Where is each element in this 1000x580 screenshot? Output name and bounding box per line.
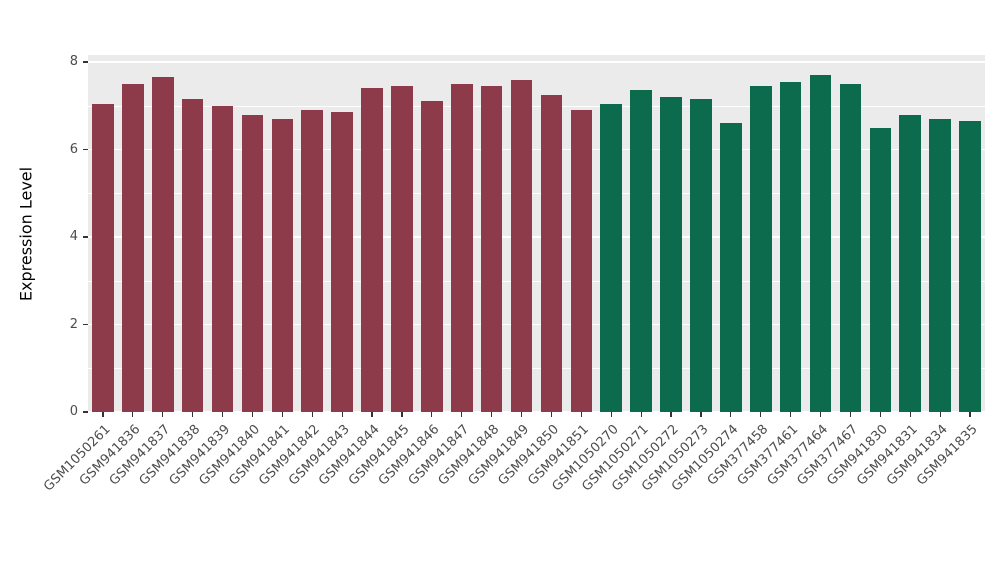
gridline-major bbox=[88, 323, 985, 326]
bar-GSM1050270 bbox=[600, 103, 622, 412]
y-tick-label: 6 bbox=[69, 141, 78, 157]
y-tick-label: 4 bbox=[69, 229, 78, 244]
bar-GSM1050261 bbox=[92, 103, 114, 412]
y-tick-label: 0 bbox=[69, 404, 78, 419]
bar-GSM941844 bbox=[361, 88, 383, 412]
gridline-minor bbox=[88, 193, 985, 194]
gridline-major bbox=[88, 236, 985, 238]
x-tick-mark bbox=[640, 412, 642, 417]
y-tick-label: 2 bbox=[69, 316, 78, 332]
y-tick-mark bbox=[83, 61, 88, 63]
x-tick-mark bbox=[760, 412, 762, 417]
x-tick-mark bbox=[491, 412, 493, 417]
gridline-minor bbox=[88, 280, 985, 282]
y-tick-mark bbox=[83, 411, 88, 413]
bar-GSM941851 bbox=[570, 110, 593, 412]
x-tick-mark bbox=[132, 412, 134, 417]
y-tick-mark bbox=[83, 236, 88, 238]
x-tick-mark bbox=[730, 412, 732, 417]
bar-GSM941834 bbox=[929, 118, 951, 412]
y-tick-mark bbox=[83, 148, 88, 151]
bar-GSM941831 bbox=[899, 114, 921, 412]
bar-GSM941835 bbox=[959, 121, 981, 412]
x-tick-mark bbox=[520, 412, 523, 417]
x-tick-mark bbox=[700, 412, 702, 417]
y-tick-mark bbox=[83, 323, 88, 326]
bar-GSM941849 bbox=[510, 79, 533, 412]
bar-GSM941830 bbox=[869, 127, 892, 412]
gridline-major bbox=[88, 148, 985, 151]
bar-GSM941847 bbox=[450, 83, 473, 412]
bar-GSM941846 bbox=[421, 101, 443, 412]
bar-GSM1050272 bbox=[660, 97, 682, 412]
x-tick-mark bbox=[431, 412, 433, 417]
gridline-major bbox=[88, 411, 985, 412]
x-tick-mark bbox=[221, 412, 224, 417]
x-tick-mark bbox=[371, 412, 373, 417]
x-tick-mark bbox=[251, 412, 254, 417]
bar-GSM377467 bbox=[839, 83, 862, 412]
x-tick-mark bbox=[790, 412, 792, 417]
bar-GSM377464 bbox=[809, 75, 832, 412]
x-tick-mark bbox=[969, 412, 971, 417]
bar-GSM377458 bbox=[749, 86, 772, 412]
gridline-minor bbox=[88, 368, 985, 369]
gridline-major bbox=[88, 61, 985, 63]
x-tick-mark bbox=[939, 412, 941, 417]
bar-GSM941837 bbox=[151, 77, 174, 412]
x-tick-mark bbox=[849, 412, 852, 417]
y-tick-label: 8 bbox=[69, 54, 78, 69]
x-tick-mark bbox=[879, 412, 881, 417]
x-tick-mark bbox=[192, 412, 194, 417]
bar-GSM941836 bbox=[122, 83, 144, 412]
bar-GSM941843 bbox=[331, 112, 353, 412]
bar-GSM941848 bbox=[480, 86, 503, 412]
x-tick-mark bbox=[610, 412, 612, 417]
bar-GSM941838 bbox=[181, 99, 204, 412]
x-tick-mark bbox=[311, 412, 313, 417]
x-tick-mark bbox=[102, 412, 104, 417]
bar-GSM941839 bbox=[211, 105, 234, 412]
x-tick-mark bbox=[819, 412, 822, 417]
x-tick-mark bbox=[281, 412, 283, 417]
x-tick-mark bbox=[461, 412, 463, 417]
x-tick-mark bbox=[670, 412, 672, 417]
x-tick-mark bbox=[580, 412, 582, 417]
bar-GSM1050271 bbox=[630, 90, 652, 412]
bar-GSM941842 bbox=[301, 110, 323, 412]
plot-panel bbox=[88, 55, 985, 412]
bar-GSM941840 bbox=[241, 114, 264, 412]
bar-GSM941845 bbox=[391, 86, 413, 412]
bar-GSM941850 bbox=[540, 94, 563, 412]
gridline-minor bbox=[88, 105, 985, 107]
x-tick-mark bbox=[341, 412, 343, 417]
x-tick-mark bbox=[550, 412, 553, 417]
x-tick-mark bbox=[162, 412, 164, 417]
bar-GSM377461 bbox=[779, 81, 802, 412]
bar-GSM1050274 bbox=[720, 123, 742, 412]
x-tick-mark bbox=[909, 412, 911, 417]
bar-GSM1050273 bbox=[690, 99, 712, 412]
bar-GSM941841 bbox=[271, 118, 294, 412]
x-tick-mark bbox=[401, 412, 403, 417]
